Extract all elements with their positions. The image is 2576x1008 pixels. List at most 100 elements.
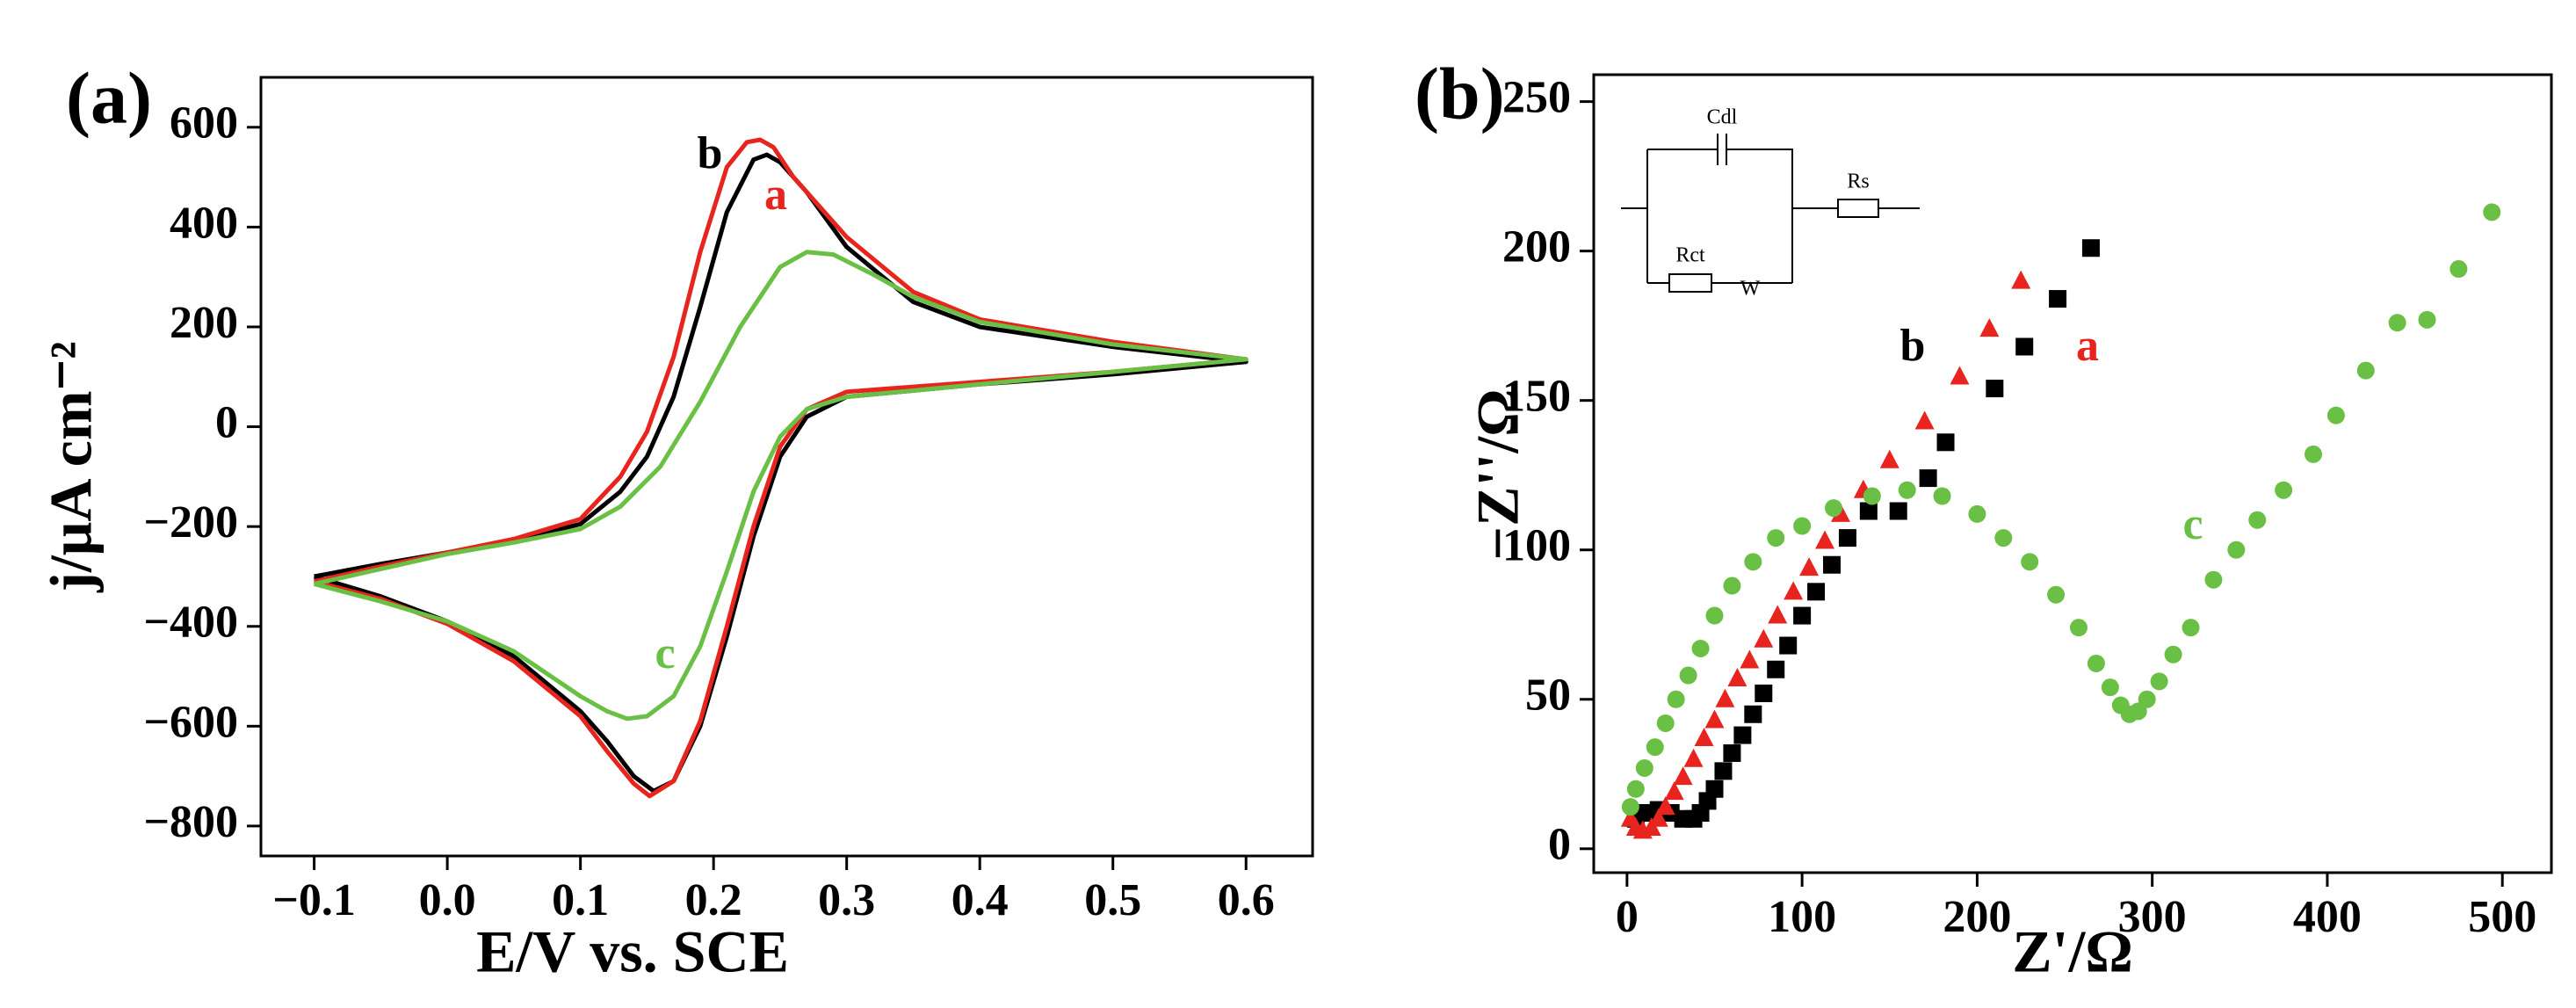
curve-label: a bbox=[764, 170, 787, 220]
point bbox=[1779, 636, 1798, 655]
x-tick-label: 0.0 bbox=[419, 875, 476, 925]
y-tick-label: 200 bbox=[170, 298, 238, 348]
point bbox=[2182, 619, 2200, 637]
point bbox=[2304, 445, 2322, 463]
point bbox=[1914, 410, 1935, 430]
cv-curve bbox=[313, 152, 1248, 794]
point bbox=[2011, 270, 2031, 289]
point bbox=[1768, 605, 1788, 624]
x-tick-label: 300 bbox=[2118, 892, 2187, 942]
curve-label: a bbox=[2076, 321, 2099, 371]
y-tick-label: 150 bbox=[1502, 372, 1571, 422]
point bbox=[1635, 803, 1653, 822]
point bbox=[1714, 762, 1733, 780]
point bbox=[2418, 310, 2436, 329]
point bbox=[2483, 203, 2501, 221]
x-axis-label: Z'/Ω bbox=[2012, 918, 2133, 985]
point bbox=[2087, 654, 2105, 672]
y-tick-label: 50 bbox=[1525, 671, 1571, 721]
cv-curve bbox=[313, 137, 1248, 799]
point bbox=[1679, 666, 1697, 685]
x-tick-label: 0 bbox=[1616, 892, 1639, 942]
point bbox=[1723, 577, 1741, 595]
point bbox=[1648, 808, 1668, 827]
point bbox=[1664, 781, 1684, 801]
point bbox=[1694, 727, 1714, 746]
y-tick-label: 100 bbox=[1502, 521, 1571, 571]
point bbox=[2227, 540, 2246, 559]
inset-label: Rct bbox=[1675, 244, 1705, 267]
point bbox=[2049, 290, 2067, 308]
curve-label: c bbox=[655, 628, 675, 678]
point bbox=[1950, 366, 1970, 385]
point bbox=[1733, 726, 1752, 744]
point bbox=[1863, 487, 1881, 505]
point bbox=[1968, 504, 1986, 523]
inset-label: Cdl bbox=[1707, 106, 1738, 129]
x-tick-label: 0.5 bbox=[1084, 875, 1141, 925]
point bbox=[1807, 583, 1826, 601]
point bbox=[1744, 705, 1762, 723]
point bbox=[1715, 688, 1735, 707]
x-tick-label: −0.1 bbox=[272, 875, 356, 925]
inset-label: Rs bbox=[1847, 170, 1869, 193]
point bbox=[2356, 361, 2375, 380]
cv-curve bbox=[313, 250, 1248, 722]
point bbox=[1705, 606, 1724, 625]
point bbox=[1704, 709, 1725, 729]
x-tick-label: 100 bbox=[1768, 892, 1836, 942]
circuit-labels: Cdl Rs Rct W bbox=[1675, 106, 1869, 301]
point bbox=[1859, 502, 1878, 520]
point bbox=[2101, 678, 2119, 697]
point bbox=[2164, 645, 2182, 664]
x-tick-label: 400 bbox=[2293, 892, 2362, 942]
x-tick-label: 0.1 bbox=[552, 875, 609, 925]
y-tick-label: −400 bbox=[143, 598, 238, 648]
y-tick-label: 0 bbox=[1548, 820, 1571, 870]
point bbox=[2326, 406, 2345, 424]
point bbox=[2248, 511, 2267, 529]
point bbox=[1683, 748, 1704, 767]
point bbox=[2275, 481, 2293, 499]
resistor bbox=[1668, 273, 1712, 293]
point bbox=[1767, 660, 1785, 678]
panel-label: (b) bbox=[1415, 53, 1505, 134]
point bbox=[1767, 529, 1785, 548]
x-tick-label: 0.4 bbox=[952, 875, 1009, 925]
y-axis-label: j/μA cm⁻² bbox=[38, 341, 105, 593]
point bbox=[2047, 585, 2066, 604]
point bbox=[1933, 487, 1951, 505]
point bbox=[1793, 606, 1812, 625]
point bbox=[1979, 318, 2000, 337]
y-tick-label: 400 bbox=[170, 198, 238, 248]
point bbox=[2150, 672, 2168, 691]
point bbox=[1655, 796, 1675, 816]
point bbox=[2069, 619, 2088, 637]
point bbox=[1838, 529, 1856, 548]
curve-label: b bbox=[698, 128, 723, 178]
curve-label: b bbox=[1900, 321, 1926, 371]
y-tick-label: 600 bbox=[170, 98, 238, 149]
point bbox=[2021, 553, 2039, 571]
x-tick-label: 0.2 bbox=[685, 875, 742, 925]
point bbox=[2388, 314, 2406, 332]
point bbox=[2204, 570, 2223, 589]
x-tick-label: 500 bbox=[2468, 892, 2536, 942]
point bbox=[2015, 337, 2034, 356]
wire bbox=[1726, 149, 1793, 283]
point bbox=[2449, 260, 2468, 279]
point bbox=[1723, 743, 1741, 762]
x-tick-label: 0.6 bbox=[1218, 875, 1275, 925]
point bbox=[1784, 581, 1804, 600]
y-tick-label: −800 bbox=[143, 797, 238, 847]
point bbox=[1994, 529, 2013, 548]
point bbox=[1815, 530, 1835, 549]
point bbox=[1919, 469, 1937, 488]
plot-frame bbox=[1592, 73, 2553, 874]
y-tick-label: 250 bbox=[1502, 73, 1571, 123]
point bbox=[1755, 684, 1773, 702]
point bbox=[2081, 239, 2100, 257]
inset-label: W bbox=[1740, 278, 1761, 301]
y-tick-label: −200 bbox=[143, 497, 238, 548]
